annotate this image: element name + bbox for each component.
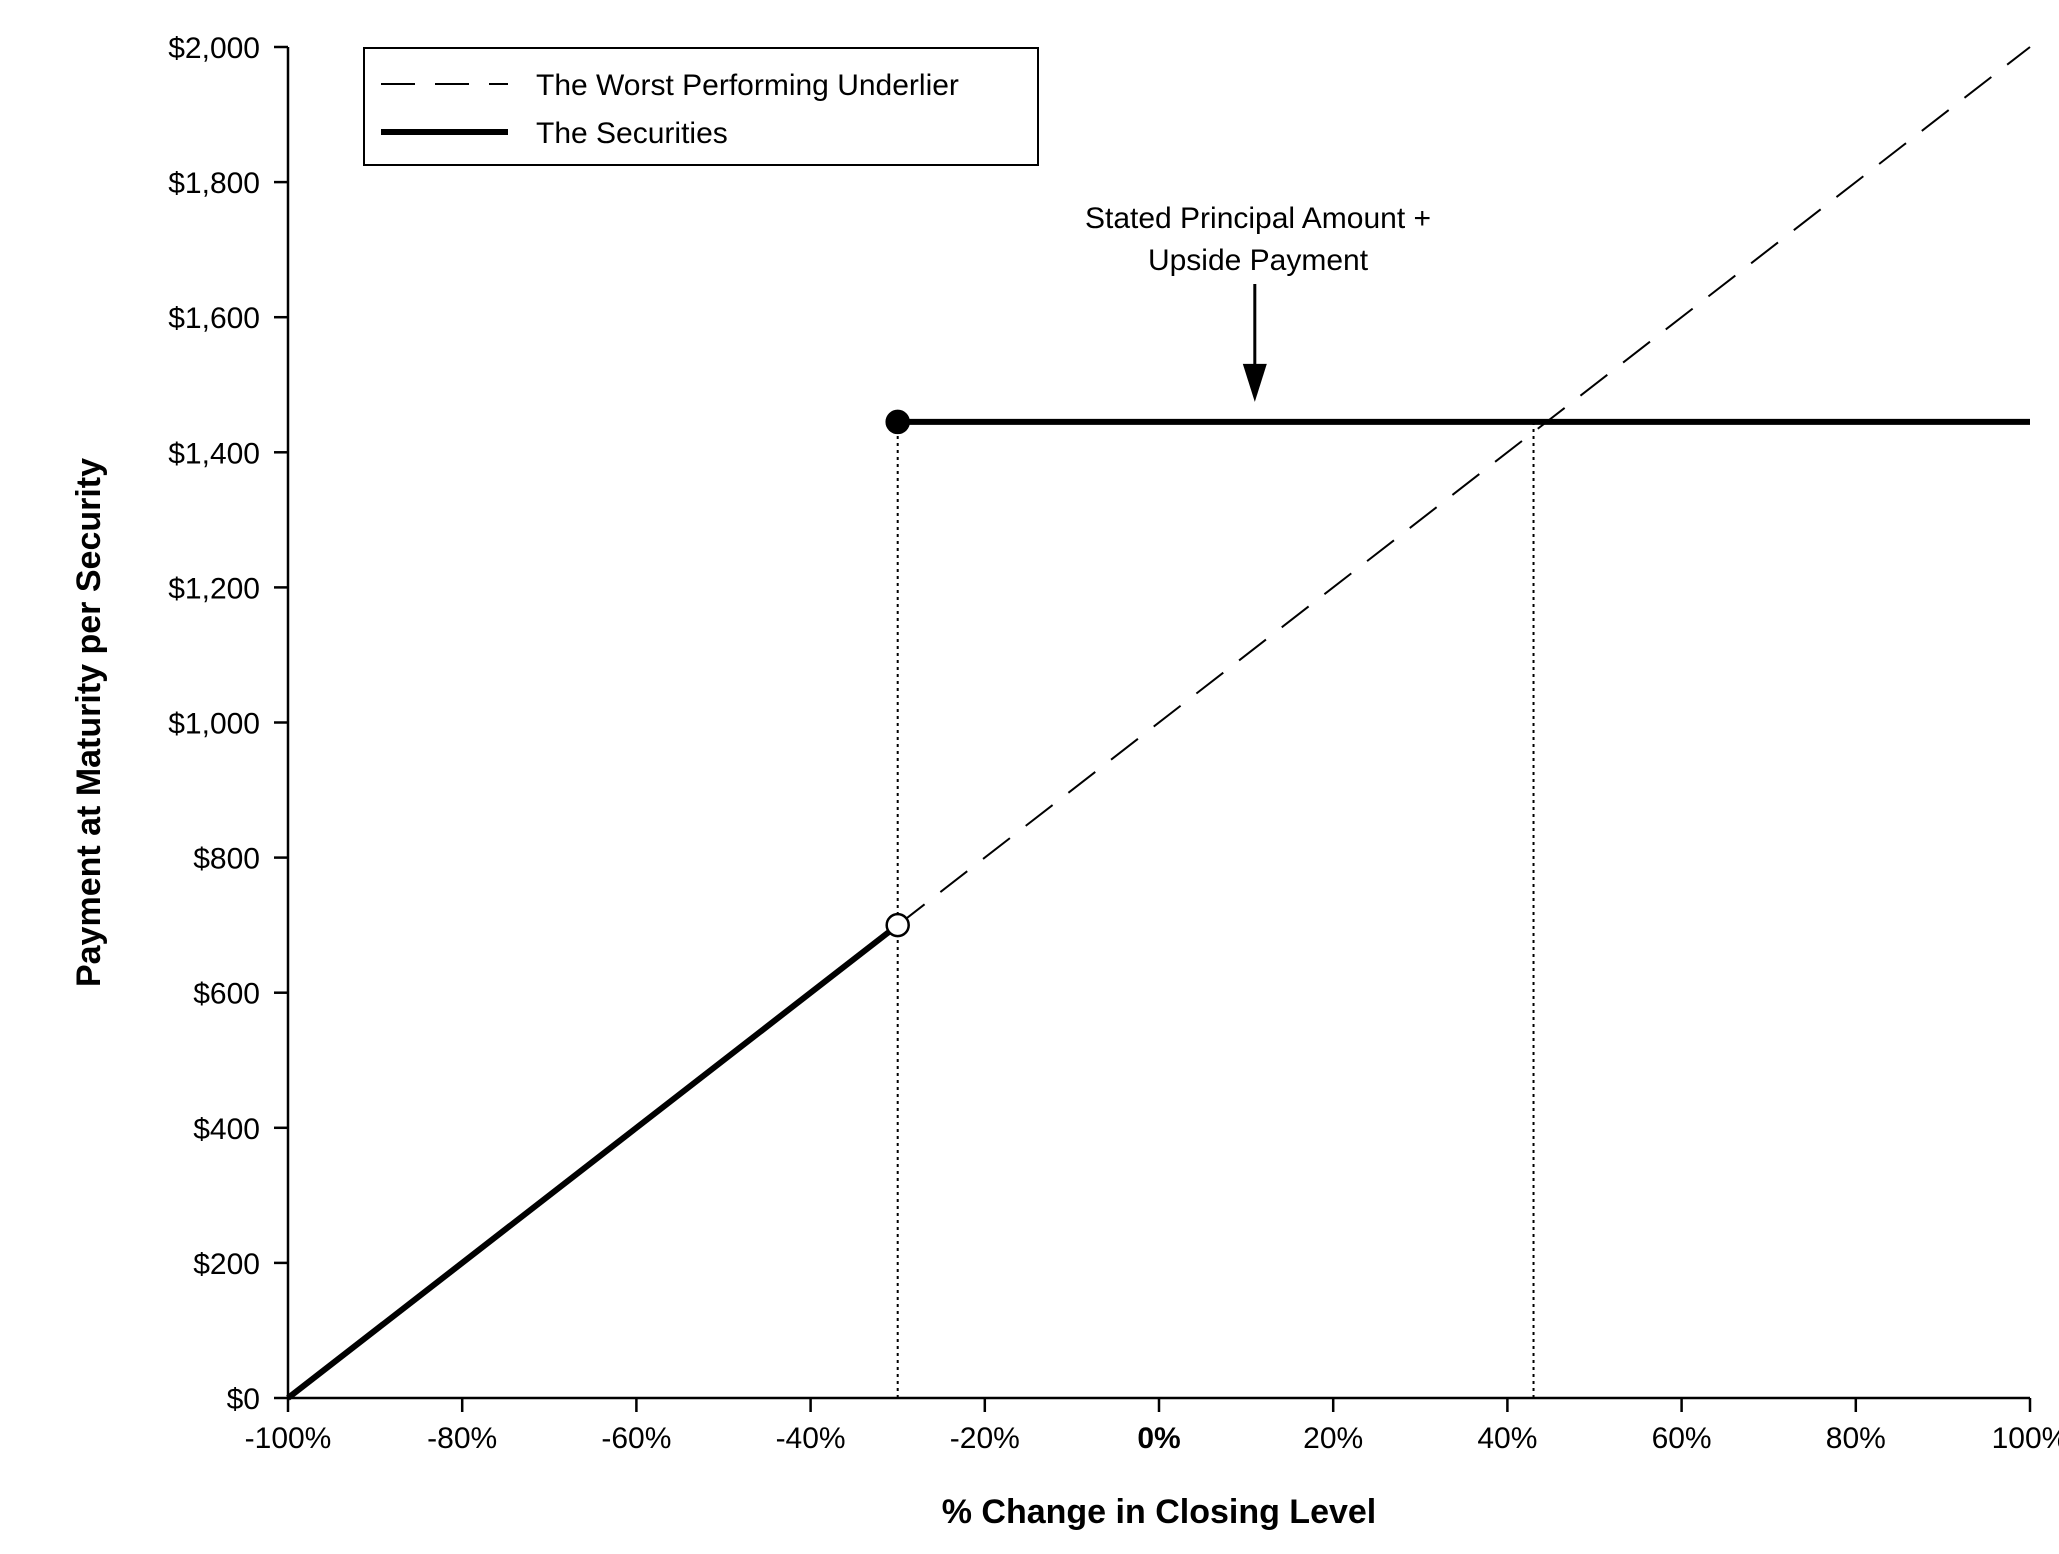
x-tick-label: -20%	[950, 1422, 1020, 1455]
y-tick-label: $600	[193, 978, 260, 1011]
legend-label-securities: The Securities	[536, 117, 728, 150]
annotation-text-line: Upside Payment	[1148, 244, 1369, 277]
y-tick-label: $1,200	[168, 572, 260, 605]
y-tick-label: $1,800	[168, 167, 260, 200]
x-tick-label: -40%	[776, 1422, 846, 1455]
x-tick-label: -80%	[427, 1422, 497, 1455]
series-underlier-line	[897, 46, 2031, 926]
series-securities-segment-0	[286, 922, 900, 1401]
x-tick-label: -100%	[245, 1422, 332, 1455]
y-axis-title: Payment at Maturity per Security	[70, 458, 108, 987]
annotation-text-line: Stated Principal Amount +	[1085, 202, 1431, 235]
x-tick-label: 100%	[1992, 1422, 2059, 1455]
x-axis-title: % Change in Closing Level	[942, 1493, 1377, 1531]
x-tick-label: 80%	[1826, 1422, 1886, 1455]
y-tick-label: $1,600	[168, 302, 260, 335]
annotation-arrow-head	[1242, 363, 1267, 402]
open-marker-1	[885, 912, 910, 938]
y-tick-label: $1,400	[168, 437, 260, 470]
y-tick-label: $2,000	[168, 32, 260, 65]
filled-marker-0	[885, 409, 910, 435]
y-tick-label: $800	[193, 843, 260, 876]
y-tick-label: $0	[227, 1383, 260, 1416]
y-tick-label: $1,000	[168, 708, 260, 741]
y-tick-label: $400	[193, 1113, 260, 1146]
legend: The Worst Performing Underlier The Secur…	[363, 47, 1039, 166]
x-tick-label: 0%	[1137, 1422, 1180, 1455]
legend-box	[363, 47, 1039, 166]
x-tick-label: 40%	[1477, 1422, 1537, 1455]
y-tick-label: $200	[193, 1248, 260, 1281]
x-tick-label: 60%	[1652, 1422, 1712, 1455]
x-tick-label: 20%	[1303, 1422, 1363, 1455]
x-tick-label: -60%	[601, 1422, 671, 1455]
legend-label-underlier: The Worst Performing Underlier	[536, 69, 959, 102]
